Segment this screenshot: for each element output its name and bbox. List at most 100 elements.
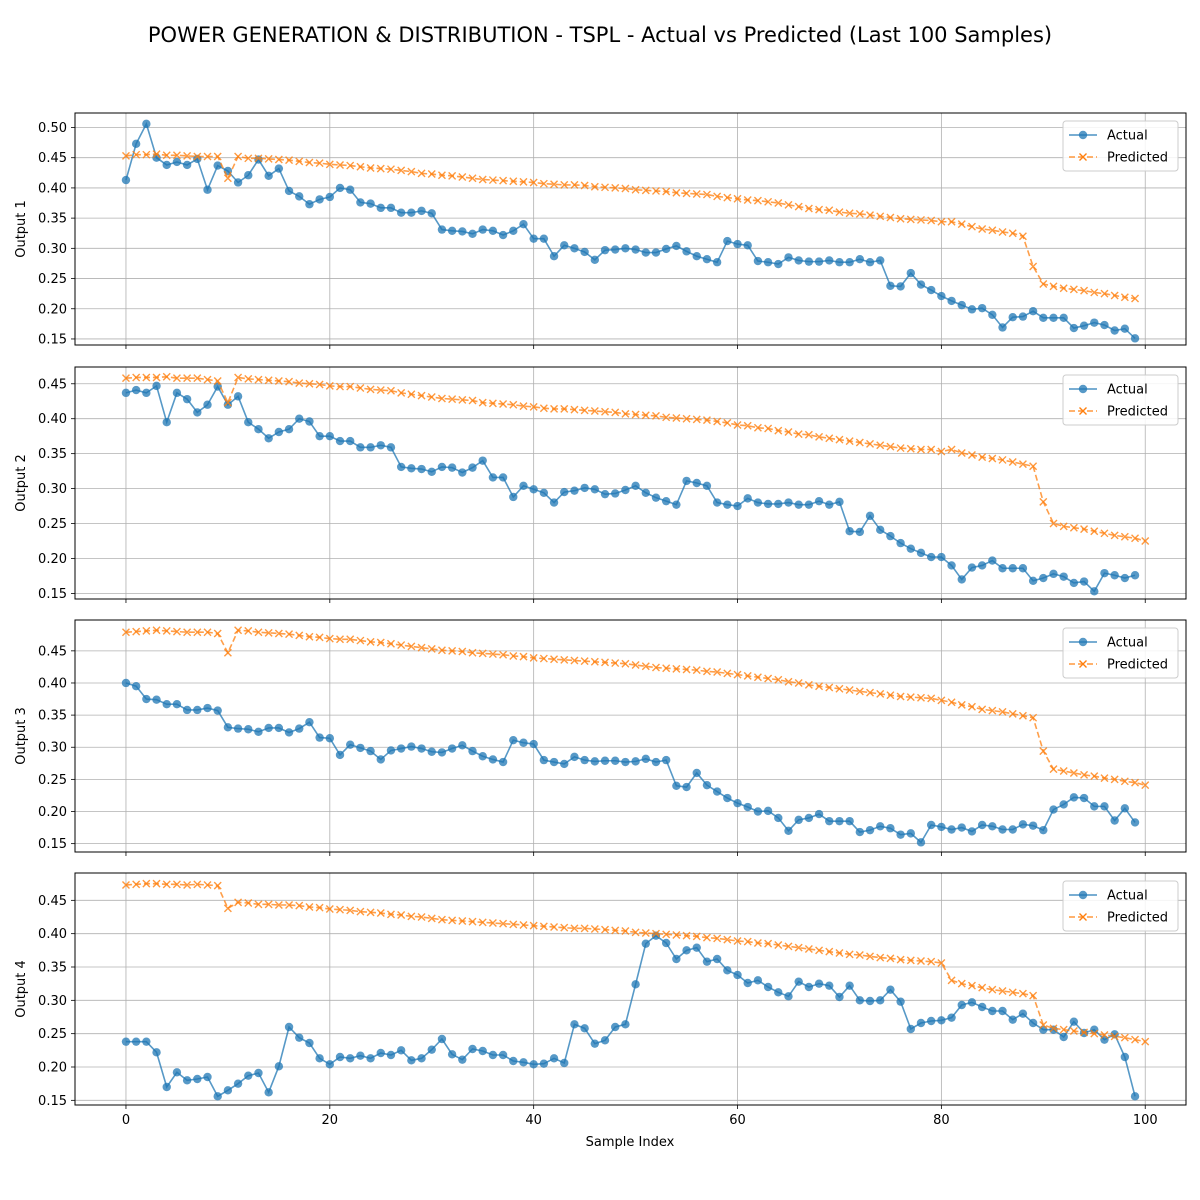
data-point-predicted [325,634,334,643]
data-point-predicted [499,650,508,659]
data-point-predicted [784,942,793,951]
data-point-predicted [662,664,671,673]
data-point-predicted [1039,747,1048,756]
data-point-actual [468,1044,477,1054]
data-point-actual [774,259,783,269]
data-point-predicted [437,394,446,403]
data-point-actual [152,381,161,391]
data-point-actual [274,427,284,437]
data-point-predicted [866,688,875,697]
data-point-predicted [733,670,742,679]
data-point-actual [590,1039,600,1048]
data-point-actual [672,241,681,251]
data-point-predicted [988,454,997,463]
data-point-predicted [305,632,314,641]
data-point-actual [896,997,905,1006]
series-actual [121,119,1140,343]
data-point-predicted [774,675,783,684]
legend-marker-actual [1078,637,1088,647]
data-point-actual [335,1052,345,1062]
data-point-actual [274,723,284,733]
legend-marker-predicted [1079,660,1087,668]
data-point-predicted [234,626,243,635]
data-point-actual [233,392,243,401]
data-point-predicted [1090,527,1099,536]
data-point-predicted [1110,775,1119,784]
data-point-predicted [774,941,783,949]
data-point-actual [519,481,528,490]
data-point-actual [998,1006,1007,1016]
data-point-actual [672,500,681,509]
data-point-actual [702,957,712,966]
data-point-actual [804,982,814,992]
data-point-actual [488,473,498,482]
data-point-predicted [295,157,304,166]
data-point-predicted [162,880,171,889]
data-point-predicted [866,952,875,961]
data-point-predicted [692,189,701,198]
data-point-actual [682,782,691,792]
data-point-actual [916,280,926,289]
data-point-actual [611,1022,620,1032]
subplot-1: 0.15 0.20 0.25 0.30 0.35 0.40 0.45 0.50 Output 1… [14,112,1187,349]
data-point-actual [988,556,997,565]
data-point-actual [580,247,589,257]
series-predicted [121,150,1140,303]
data-point-predicted [407,167,416,176]
data-point-predicted [1059,767,1068,776]
data-point-predicted [1100,1031,1109,1039]
data-point-actual [346,185,355,194]
data-point-predicted [193,152,202,161]
data-point-predicted [590,657,599,666]
data-point-predicted [967,981,976,990]
data-point-actual [896,538,905,548]
data-point-actual [590,255,600,265]
data-point-actual [213,382,222,391]
data-point-predicted [346,635,355,644]
data-point-actual [611,489,620,498]
data-point-actual [519,738,528,747]
data-point-predicted [825,434,834,443]
data-point-predicted [570,405,579,414]
data-point-actual [121,175,131,185]
data-point-actual [977,1002,987,1012]
data-point-predicted [529,178,538,187]
data-point-predicted [998,987,1007,995]
data-point-actual [284,424,294,434]
data-point-actual [1028,821,1038,830]
data-point-predicted [998,455,1007,464]
data-point-actual [672,954,681,964]
data-point-actual [549,498,559,507]
data-point-actual [305,717,314,727]
grid-lines [75,873,1186,1105]
data-point-actual [804,500,814,509]
data-point-predicted [713,417,722,426]
data-point-actual [182,160,192,170]
data-point-actual [814,979,824,988]
data-point-predicted [651,663,660,672]
data-point-predicted [601,925,610,934]
data-point-actual [386,1050,396,1060]
data-point-actual [121,388,131,398]
data-point-actual [570,244,579,253]
data-point-predicted [1100,289,1109,298]
data-point-predicted [1029,262,1038,271]
data-point-predicted [713,192,722,201]
data-point-actual [1028,306,1038,316]
data-point-actual [1018,820,1028,829]
y-tick-label: 0.25 [38,1027,67,1042]
y-tick-label: 0.45 [38,377,67,392]
data-point-actual [427,1045,436,1054]
data-point-actual [641,754,650,764]
y-tick-label: 0.35 [38,447,67,462]
data-point-actual [295,414,304,423]
data-point-predicted [1090,288,1099,297]
legend-label-actual: Actual [1107,129,1148,144]
data-point-predicted [386,386,395,395]
data-point-actual [193,705,202,715]
data-point-predicted [488,919,497,927]
data-point-actual [162,418,171,427]
data-point-actual [254,727,263,737]
data-point-predicted [468,396,477,405]
data-point-actual [498,230,508,240]
